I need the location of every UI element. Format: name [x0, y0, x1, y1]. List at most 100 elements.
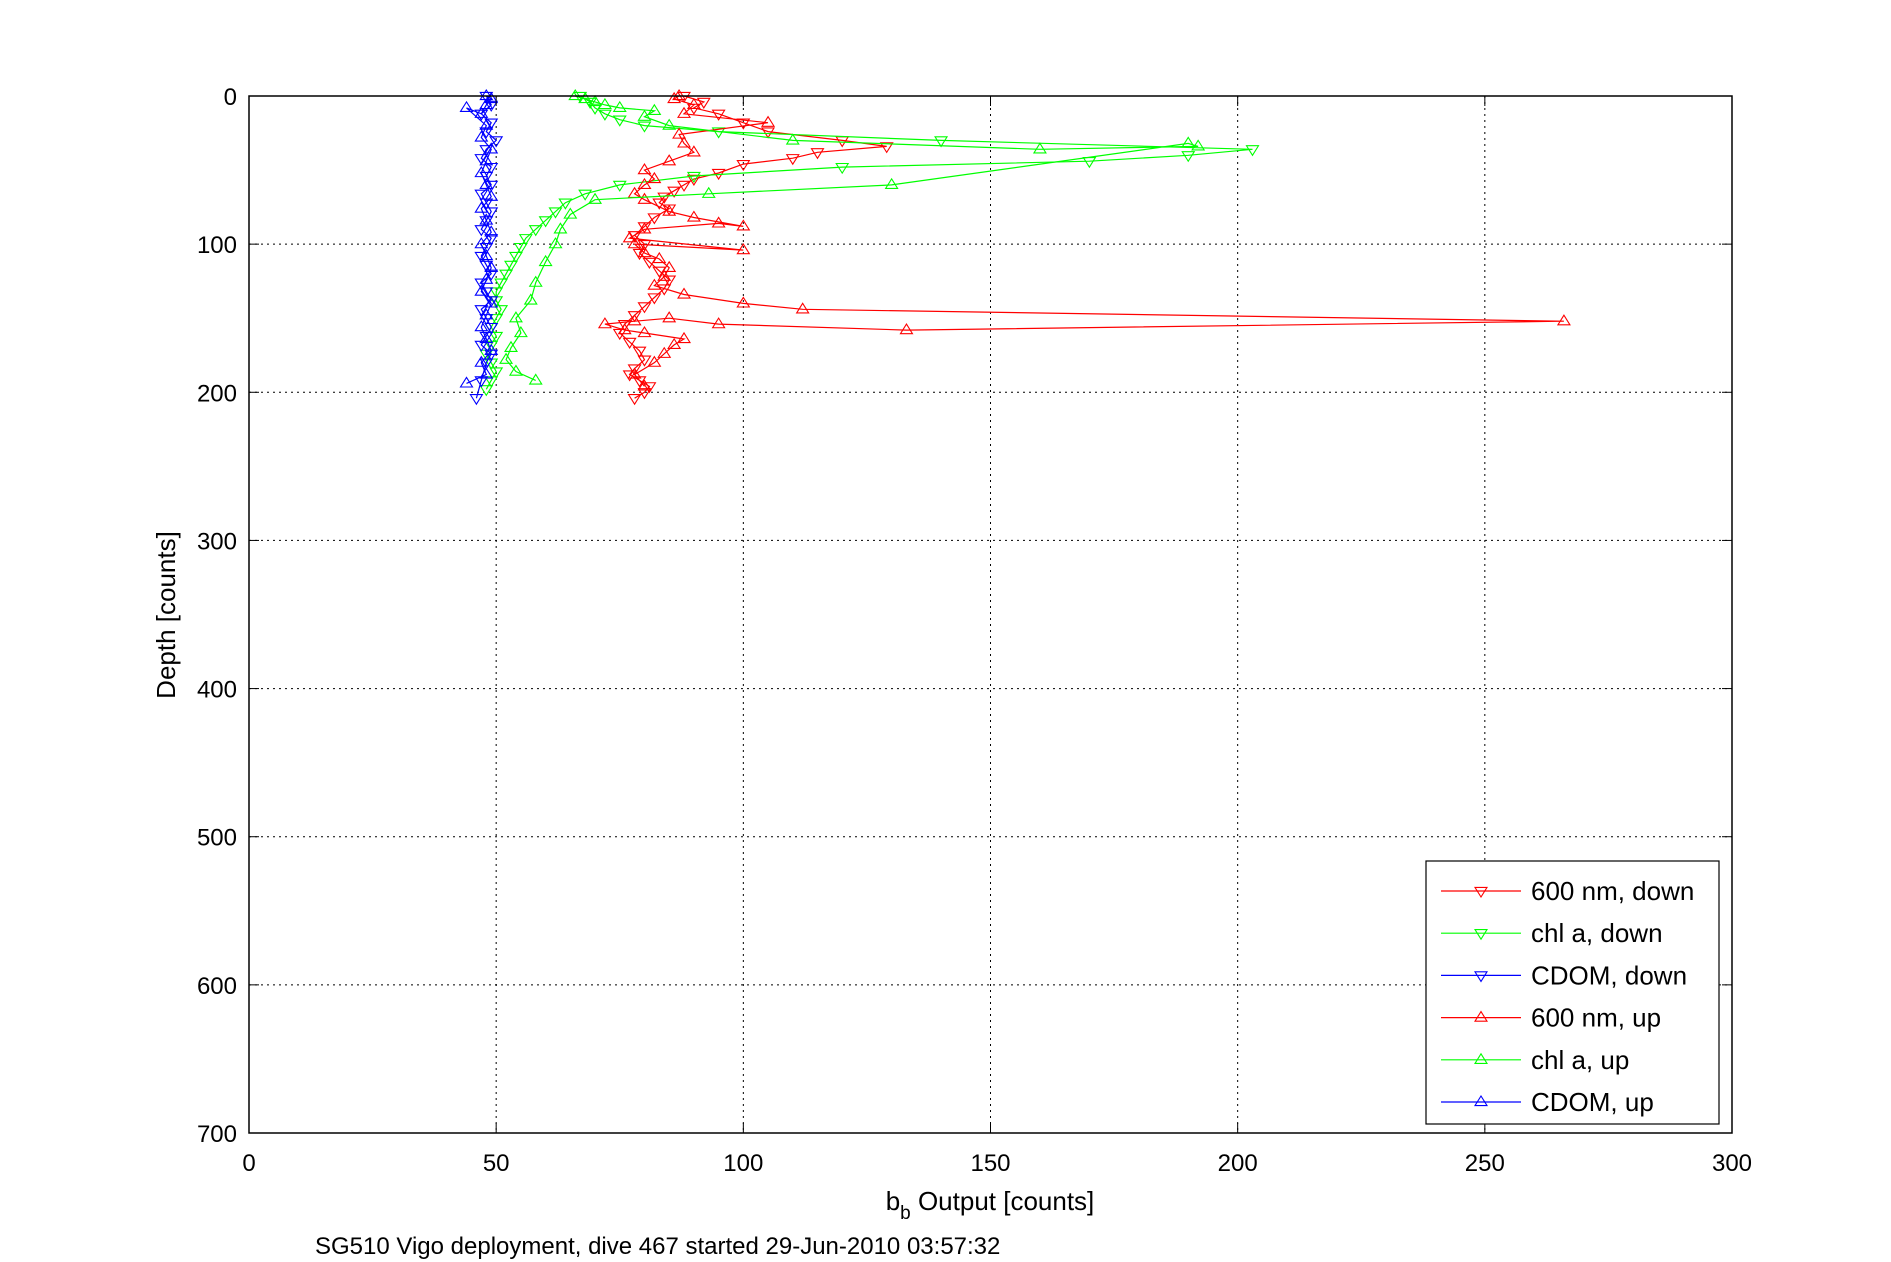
legend-marker [1474, 929, 1488, 941]
data-point [484, 189, 499, 201]
plot-series [459, 88, 1571, 406]
data-point [479, 358, 494, 370]
legend: 600 nm, down chl a, down CDOM, down 600 nm,… [1425, 860, 1720, 1125]
data-point [662, 204, 677, 216]
data-point [711, 216, 726, 228]
data-point [479, 367, 494, 379]
data-point [484, 234, 499, 246]
data-point [667, 337, 682, 350]
data-point [637, 388, 652, 400]
data-point [662, 311, 677, 323]
data-point [489, 314, 504, 326]
data-point [484, 322, 499, 335]
data-point [810, 148, 825, 160]
data-point [548, 207, 563, 219]
data-point [622, 231, 637, 243]
data-point [499, 269, 514, 281]
data-point [597, 317, 612, 329]
series-line [485, 95, 1253, 390]
data-point [479, 88, 494, 101]
data-point [637, 192, 652, 204]
data-point [474, 109, 489, 121]
y-tick-label: 0 [224, 84, 237, 111]
x-tick-label: 300 [1712, 1150, 1752, 1177]
legend-marker [1474, 1094, 1488, 1107]
data-point [662, 260, 677, 272]
data-point [479, 331, 494, 344]
x-tick-label: 250 [1465, 1150, 1505, 1177]
data-point [558, 198, 573, 210]
legend-marker [1474, 971, 1488, 983]
data-point [513, 325, 528, 338]
data-point [499, 352, 514, 364]
data-point [474, 201, 489, 213]
series-line [619, 95, 887, 399]
data-point [588, 192, 603, 204]
data-point [627, 314, 642, 326]
data-point [761, 115, 776, 127]
data-point [795, 302, 810, 314]
data-point [508, 311, 523, 323]
data-point [597, 97, 612, 110]
data-point [632, 346, 647, 358]
data-point [637, 355, 652, 367]
y-axis-label: Depth [counts] [151, 531, 181, 699]
data-point [528, 373, 543, 385]
figure-caption: SG510 Vigo deployment, dive 467 started … [315, 1233, 1000, 1260]
data-point [479, 145, 494, 157]
data-point [711, 317, 726, 329]
data-point [657, 192, 672, 204]
data-point [677, 106, 692, 118]
data-point [637, 222, 652, 234]
data-point [835, 162, 850, 175]
y-tick-label: 500 [197, 825, 237, 852]
data-point [617, 319, 632, 332]
data-point [538, 216, 553, 228]
data-point [686, 210, 701, 222]
data-point [617, 323, 632, 335]
data-point [686, 145, 701, 157]
data-point [489, 367, 504, 379]
data-point [667, 186, 682, 198]
data-point [642, 382, 657, 394]
data-point [1181, 151, 1196, 163]
data-point [479, 287, 494, 299]
data-point [662, 154, 677, 166]
data-point [657, 346, 672, 358]
data-point [934, 136, 949, 148]
data-point [489, 331, 504, 344]
data-point [686, 171, 701, 184]
grid [249, 96, 1732, 1133]
data-point [672, 127, 687, 139]
data-point [612, 328, 627, 341]
data-point [736, 219, 751, 231]
legend-entry-label: chl a, up [1531, 1045, 1629, 1075]
x-axis-label: bb Output [counts] [886, 1186, 1095, 1224]
data-point [647, 355, 662, 367]
data-point [474, 355, 489, 367]
data-point [484, 207, 499, 219]
data-point [657, 269, 672, 281]
data-point [627, 367, 642, 379]
data-point [627, 394, 642, 406]
data-point [642, 257, 657, 269]
data-point [484, 343, 499, 355]
data-point [1191, 139, 1206, 151]
data-point [647, 103, 662, 115]
data-point [677, 331, 692, 344]
data-point [612, 100, 627, 113]
data-point [627, 237, 642, 249]
data-point [736, 243, 751, 255]
y-tick-label: 300 [197, 528, 237, 555]
data-point [677, 91, 692, 104]
data-point [711, 109, 726, 121]
data-point [899, 323, 914, 335]
data-point [622, 337, 637, 349]
data-point [637, 177, 652, 190]
data-point [627, 311, 642, 323]
data-point [508, 251, 523, 264]
data-point [686, 97, 701, 110]
data-point [563, 207, 578, 219]
series-line [604, 95, 1564, 387]
y-tick-label: 400 [197, 677, 237, 704]
